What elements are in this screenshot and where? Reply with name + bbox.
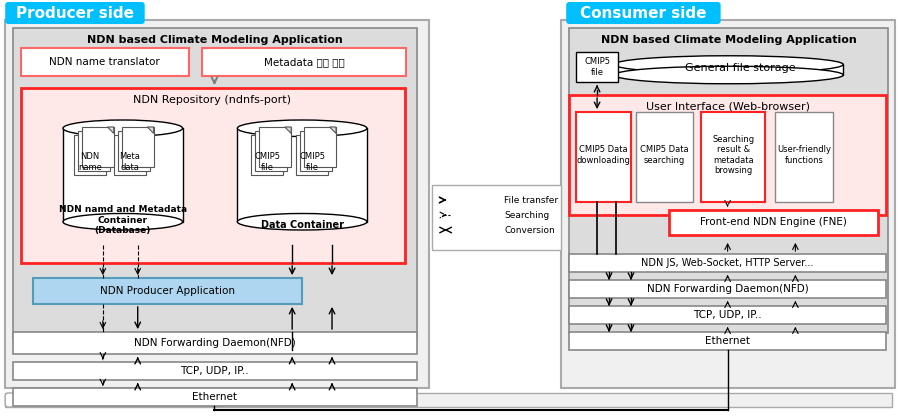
Bar [305,127,336,167]
Polygon shape [325,131,332,137]
Text: Ethernet: Ethernet [192,392,237,402]
Text: Conversion: Conversion [505,225,555,235]
Polygon shape [147,127,154,133]
Bar [636,112,693,202]
Text: CMIP5
file: CMIP5 file [299,152,325,172]
Polygon shape [143,131,150,137]
Polygon shape [99,135,105,141]
Text: TCP, UDP, IP..: TCP, UDP, IP.. [693,310,762,320]
FancyBboxPatch shape [5,2,145,24]
Bar [296,135,328,175]
Bar [82,127,114,167]
Bar [237,128,367,222]
Text: Producer side: Producer side [16,5,134,21]
Bar [300,131,332,171]
Bar [118,131,150,171]
Bar [14,362,417,380]
Ellipse shape [237,214,367,230]
Bar [701,112,766,202]
Bar [14,28,417,338]
Text: Metadata 관리 모듈: Metadata 관리 모듈 [264,57,344,67]
Polygon shape [277,135,283,141]
Text: File transfer: File transfer [505,196,559,204]
Ellipse shape [237,120,367,137]
Text: NDN JS, Web-Socket, HTTP Server...: NDN JS, Web-Socket, HTTP Server... [642,258,814,268]
Polygon shape [140,135,146,141]
Bar [122,127,154,167]
Bar [569,306,886,324]
Bar [5,20,429,388]
FancyBboxPatch shape [566,2,721,24]
Bar [77,131,110,171]
Text: User-friendly
functions: User-friendly functions [778,145,832,165]
Text: Consumer side: Consumer side [579,5,706,21]
Bar [33,278,302,304]
Text: Searching
result &
metadata
browsing: Searching result & metadata browsing [712,135,754,175]
Bar [63,128,183,222]
Text: NDN
name: NDN name [78,152,102,172]
Text: CMIP5
file: CMIP5 file [254,152,280,172]
Bar [203,48,405,76]
Text: User Interface (Web-browser): User Interface (Web-browser) [646,101,810,111]
Text: General file storage: General file storage [686,63,796,73]
Bar [14,332,417,354]
Polygon shape [104,131,110,137]
Bar [14,388,417,406]
Bar [21,88,405,263]
Bar [576,52,618,82]
Ellipse shape [614,66,843,84]
Text: Meta
data: Meta data [119,152,141,172]
Bar [561,20,895,388]
Text: TCP, UDP, IP..: TCP, UDP, IP.. [180,366,249,376]
Text: Data Container: Data Container [260,220,343,230]
Text: CMIP5
file: CMIP5 file [584,57,610,77]
Bar [259,127,291,167]
Bar [569,332,886,350]
Bar [251,135,283,175]
Text: CMIP5 Data
searching: CMIP5 Data searching [640,145,688,165]
Bar [74,135,105,175]
Bar [614,65,843,75]
Text: NDN Repository (ndnfs-port): NDN Repository (ndnfs-port) [133,95,291,105]
Polygon shape [330,127,336,133]
Bar [114,135,146,175]
Text: NDN Producer Application: NDN Producer Application [100,286,235,296]
Polygon shape [281,131,287,137]
Text: NDN based Climate Modeling Application: NDN based Climate Modeling Application [86,35,342,45]
Bar [255,131,287,171]
Bar [569,254,886,272]
Polygon shape [322,135,328,141]
Bar [569,95,886,215]
Text: Front-end NDN Engine (FNE): Front-end NDN Engine (FNE) [700,217,847,227]
Text: NDN based Climate Modeling Application: NDN based Climate Modeling Application [601,35,857,45]
FancyBboxPatch shape [5,393,224,407]
Ellipse shape [63,214,183,230]
Bar [576,112,631,202]
Bar [21,48,188,76]
Bar [569,280,886,298]
Text: Ethernet: Ethernet [705,336,751,346]
Text: CMIP5 Data
downloading: CMIP5 Data downloading [577,145,631,165]
Text: NDN namd and Metadata
Container
(Database): NDN namd and Metadata Container (Databas… [59,205,187,235]
Bar [569,28,888,333]
Text: Searching: Searching [505,210,550,220]
Text: NDN Forwarding Daemon(NFD): NDN Forwarding Daemon(NFD) [133,338,296,348]
Text: NDN name translator: NDN name translator [50,57,160,67]
Bar [776,112,833,202]
Text: NDN Forwarding Daemon(NFD): NDN Forwarding Daemon(NFD) [647,284,808,294]
Bar [669,210,878,235]
Ellipse shape [63,120,183,137]
Polygon shape [107,127,114,133]
Polygon shape [285,127,291,133]
Bar [432,185,561,250]
Bar [5,393,892,407]
Ellipse shape [614,56,843,73]
